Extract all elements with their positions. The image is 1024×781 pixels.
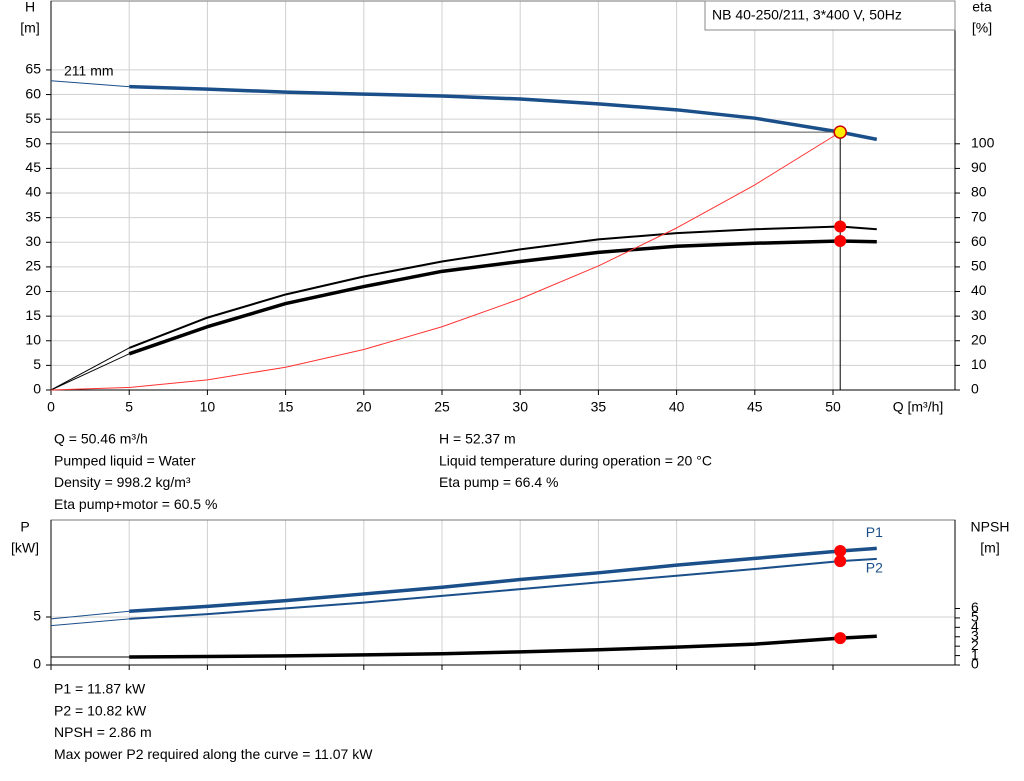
y2-tick-label: 30: [971, 307, 987, 323]
info-text: Eta pump+motor = 60.5 %: [54, 496, 217, 512]
y2-tick-label: 60: [971, 233, 987, 249]
x-tick-label: 15: [278, 399, 294, 415]
curve-extension: [50, 347, 130, 391]
y2-tick-label: 0: [971, 381, 979, 397]
info-text: Pumped liquid = Water: [54, 452, 196, 468]
x-tick-label: 30: [512, 399, 528, 415]
x-tick-label: 10: [200, 399, 216, 415]
info-text: Liquid temperature during operation = 20…: [439, 452, 712, 468]
y2-axis-title: [m]: [980, 540, 999, 556]
x-tick-label: 35: [591, 399, 607, 415]
y2-tick-label: 0: [971, 656, 979, 672]
y2-axis-title: eta: [972, 0, 992, 15]
curve-extension: [50, 353, 130, 391]
x-tick-label: 40: [669, 399, 685, 415]
y2-tick-label: 70: [971, 208, 987, 224]
y-axis-title: [m]: [20, 20, 39, 36]
y2-tick-label: 2: [971, 637, 979, 653]
y-tick-label: 65: [25, 61, 41, 77]
y2-tick-label: 6: [971, 599, 979, 615]
y-tick-label: 20: [25, 282, 41, 298]
y2-tick-label: 50: [971, 258, 987, 274]
y2-tick-label: 80: [971, 184, 987, 200]
y2-tick-label: 100: [971, 135, 995, 151]
x-tick-label: 0: [47, 399, 55, 415]
x-axis-title: Q [m³/h]: [893, 399, 944, 415]
curve-extension: [50, 618, 130, 627]
x-tick-label: 45: [747, 399, 763, 415]
curve-extension: [50, 386, 130, 391]
x-tick-label: 20: [356, 399, 372, 415]
info-text: NPSH = 2.86 m: [54, 724, 152, 740]
operating-point: [834, 220, 847, 233]
curve: [129, 634, 877, 659]
y-tick-label: 0: [33, 656, 41, 672]
y2-tick-label: 10: [971, 356, 987, 372]
curve: [129, 546, 877, 613]
operating-point: [834, 235, 847, 248]
y-tick-label: 55: [25, 110, 41, 126]
y-tick-label: 35: [25, 208, 41, 224]
legend-box: [704, 0, 956, 31]
x-tick-label: 50: [825, 399, 841, 415]
info-text: Density = 998.2 kg/m³: [54, 474, 191, 490]
y-tick-label: 60: [25, 85, 41, 101]
info-text: Eta pump = 66.4 %: [439, 474, 558, 490]
info-text: Max power P2 required along the curve = …: [54, 746, 373, 762]
y-tick-label: 45: [25, 159, 41, 175]
y-tick-label: 5: [33, 608, 41, 624]
y2-tick-label: 3: [971, 627, 979, 643]
curve-extension: [50, 80, 130, 88]
operating-point: [834, 555, 847, 568]
y-tick-label: 25: [25, 258, 41, 274]
y-tick-label: 10: [25, 331, 41, 347]
series-label: P1: [866, 524, 883, 540]
operating-point: [833, 125, 847, 139]
info-text: P1 = 11.87 kW: [54, 681, 146, 697]
info-text: P2 = 10.82 kW: [54, 702, 147, 718]
curve-annotation: 211 mm: [64, 63, 114, 79]
y-tick-label: 15: [25, 307, 41, 323]
y2-axis-title: [%]: [972, 20, 992, 36]
series-label: P2: [866, 560, 883, 576]
curve: [128, 239, 877, 356]
y2-tick-label: 1: [971, 646, 979, 662]
info-text: H = 52.37 m: [439, 431, 516, 447]
info-text: Q = 50.46 m³/h: [54, 431, 148, 447]
x-tick-label: 25: [434, 399, 450, 415]
curve-extension: [50, 610, 130, 620]
x-tick-label: 5: [125, 399, 133, 415]
y2-axis-title: NPSH: [971, 519, 1010, 535]
curve: [129, 84, 878, 142]
y2-tick-label: 4: [971, 618, 979, 634]
y-tick-label: 0: [33, 381, 41, 397]
operating-point: [834, 632, 847, 645]
y-tick-label: 40: [25, 184, 41, 200]
y-axis-title: [kW]: [11, 540, 39, 556]
plot-frame: [50, 0, 956, 391]
y2-tick-label: 40: [971, 282, 987, 298]
operating-point: [834, 545, 847, 558]
plot-frame: [50, 519, 956, 666]
y2-tick-label: 20: [971, 331, 987, 347]
y2-tick-label: 90: [971, 159, 987, 175]
curve: [128, 225, 877, 349]
y-tick-label: 5: [33, 356, 41, 372]
legend-text: NB 40-250/211, 3*400 V, 50Hz: [712, 7, 902, 23]
curve: [129, 131, 841, 388]
y-tick-label: 50: [25, 135, 41, 151]
y-axis-title: H: [25, 0, 35, 15]
y2-tick-label: 5: [971, 609, 979, 625]
curve: [129, 557, 877, 620]
y-tick-label: 30: [25, 233, 41, 249]
y-axis-title: P: [20, 519, 29, 535]
